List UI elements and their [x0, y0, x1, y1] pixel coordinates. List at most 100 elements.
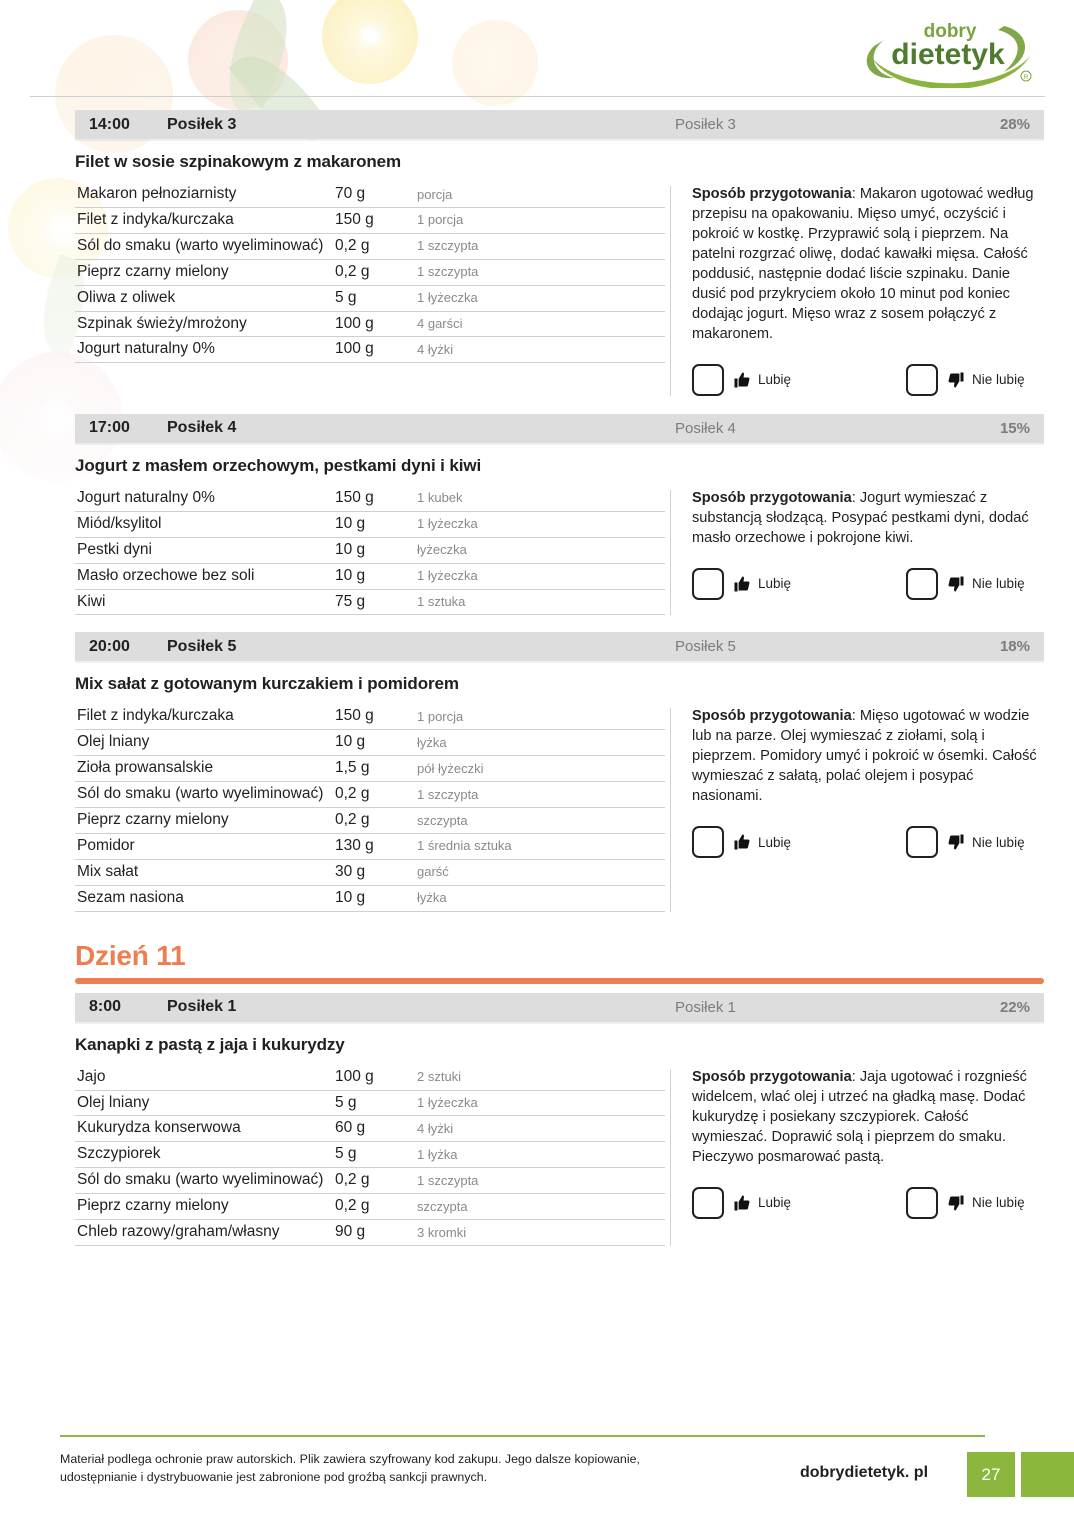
recipe-heading: Sposób przygotowania — [692, 489, 852, 506]
ingredient-name: Filet z indyka/kurczaka — [75, 207, 335, 234]
ingredient-name: Jogurt naturalny 0% — [75, 485, 335, 512]
ingredient-name: Miód/ksylitol — [75, 511, 335, 538]
page-number: 27 — [967, 1452, 1015, 1497]
ingredient-unit: 1 szczypta — [413, 259, 665, 286]
meal-section-4: 17:00 Posiłek 4 Posiłek 4 15% Jogurt z m… — [0, 413, 1074, 616]
ingredient-name: Filet z indyka/kurczaka — [75, 704, 335, 731]
meal-name: Posiłek 4 — [167, 419, 237, 437]
ingredient-unit: 1 łyżka — [413, 1141, 665, 1169]
ingredient-name: Pieprz czarny mielony — [75, 259, 335, 286]
page-footer: Materiał podlega ochronie praw autorskic… — [0, 1422, 1074, 1514]
ingredient-name: Kiwi — [75, 589, 335, 616]
ingredients-table: Makaron pełnoziarnisty 70 g porcja Filet z … — [75, 182, 665, 364]
recipe-column: Sposób przygotowania: Makaron ugotować w… — [671, 182, 1044, 396]
ingredient-amount: 100 g — [335, 311, 413, 338]
meal-header-bar[interactable]: 8:00 Posiłek 1 Posiłek 1 22% — [75, 992, 1044, 1022]
ingredient-name: Pestki dyni — [75, 537, 335, 564]
ingredient-row: Pestki dyni 10 g łyżeczka — [75, 537, 665, 564]
rating-row: Lubię Nie lubię — [692, 363, 1044, 396]
like-control[interactable]: Lubię — [692, 1186, 792, 1219]
recipe-heading: Sposób przygotowania — [692, 708, 852, 725]
brand-logo: dobry dietetyk R — [854, 10, 1044, 90]
ingredient-amount: 100 g — [335, 336, 413, 364]
ingredient-amount: 5 g — [335, 1090, 413, 1117]
ingredient-name: Zioła prowansalskie — [75, 755, 335, 783]
recipe-colon: : — [851, 708, 860, 725]
meal-header-bar[interactable]: 17:00 Posiłek 4 Posiłek 4 15% — [75, 413, 1044, 443]
like-control[interactable]: Lubię — [692, 826, 791, 859]
ingredient-amount: 60 g — [335, 1115, 413, 1143]
like-checkbox[interactable] — [692, 567, 724, 600]
page-header: dobry dietetyk R — [0, 0, 1074, 97]
dislike-checkbox[interactable] — [906, 826, 939, 859]
ingredient-name: Mix sałat — [75, 859, 335, 886]
ingredient-amount: 150 g — [335, 207, 413, 234]
like-checkbox[interactable] — [692, 1186, 724, 1219]
recipe-colon: : — [851, 186, 860, 202]
footer-green-block — [1021, 1452, 1074, 1497]
recipe-heading: Sposób przygotowania — [692, 1068, 852, 1085]
rating-row: Lubię Nie lubię — [692, 826, 1044, 859]
ingredient-amount: 1,5 g — [335, 755, 413, 783]
dish-title: Filet w sosie szpinakowym z makaronem — [75, 152, 402, 171]
dislike-control[interactable]: Nie lubię — [906, 567, 1025, 600]
dislike-checkbox[interactable] — [906, 567, 939, 600]
ingredient-amount: 90 g — [335, 1219, 413, 1246]
dislike-control[interactable]: Nie lubię — [906, 363, 1025, 396]
rating-row: Lubię Nie lubię — [692, 567, 1044, 600]
ingredient-amount: 10 g — [335, 537, 413, 564]
ingredients-body: Makaron pełnoziarnisty 70 g porcja Filet z … — [75, 182, 665, 364]
ingredient-unit: 1 średnia sztuka — [413, 833, 665, 860]
day-heading-block: Dzień 11 — [75, 912, 1044, 984]
like-control[interactable]: Lubię — [692, 363, 792, 396]
recipe-colon: : — [851, 489, 860, 506]
thumbs-down-icon — [948, 1195, 964, 1211]
day-divider — [75, 977, 1044, 984]
ingredient-name: Olej lniany — [75, 729, 335, 757]
dislike-control[interactable]: Nie lubię — [906, 826, 1025, 859]
header-divider — [30, 96, 1045, 97]
recipe-text: Sposób przygotowania: Jaja ugotować i ro… — [692, 1068, 1037, 1168]
ingredient-unit: szczypta — [413, 1193, 665, 1221]
ingredient-row: Sezam nasiona 10 g łyżka — [75, 885, 665, 912]
meal-time: 20:00 — [89, 637, 130, 655]
ingredient-row: Zioła prowansalskie 1,5 g pół łyżeczki — [75, 755, 665, 783]
ingredient-amount: 0,2 g — [335, 1167, 413, 1195]
ingredient-name: Pieprz czarny mielony — [75, 807, 335, 834]
like-label: Lubię — [758, 1195, 792, 1211]
meal-name-secondary: Posiłek 1 — [675, 998, 736, 1016]
like-label: Lubię — [758, 372, 792, 388]
dislike-checkbox[interactable] — [906, 1186, 939, 1219]
ingredient-unit: łyżka — [413, 885, 665, 912]
ingredient-unit: 1 łyżeczka — [413, 1090, 665, 1117]
ingredient-unit: szczypta — [413, 807, 665, 834]
ingredient-unit: 1 porcja — [413, 704, 665, 731]
ingredient-name: Jajo — [75, 1064, 335, 1091]
like-control[interactable]: Lubię — [692, 567, 791, 600]
meal-header-bar[interactable]: 14:00 Posiłek 3 Posiłek 3 28% — [75, 110, 1044, 139]
recipe-body: Jogurt wymieszać z substancją słodzącą. … — [692, 489, 1029, 546]
meal-header-bar[interactable]: 20:00 Posiłek 5 Posiłek 5 18% — [75, 632, 1044, 662]
like-checkbox[interactable] — [692, 363, 724, 396]
ingredient-name: Szpinak świeży/mrożony — [75, 311, 335, 338]
dislike-checkbox[interactable] — [906, 363, 939, 396]
column-divider — [670, 489, 671, 616]
rating-row: Lubię Nie lubię — [692, 1186, 1044, 1219]
dislike-control[interactable]: Nie lubię — [906, 1186, 1025, 1219]
ingredient-unit: 1 szczypta — [413, 233, 665, 260]
like-checkbox[interactable] — [692, 826, 724, 859]
